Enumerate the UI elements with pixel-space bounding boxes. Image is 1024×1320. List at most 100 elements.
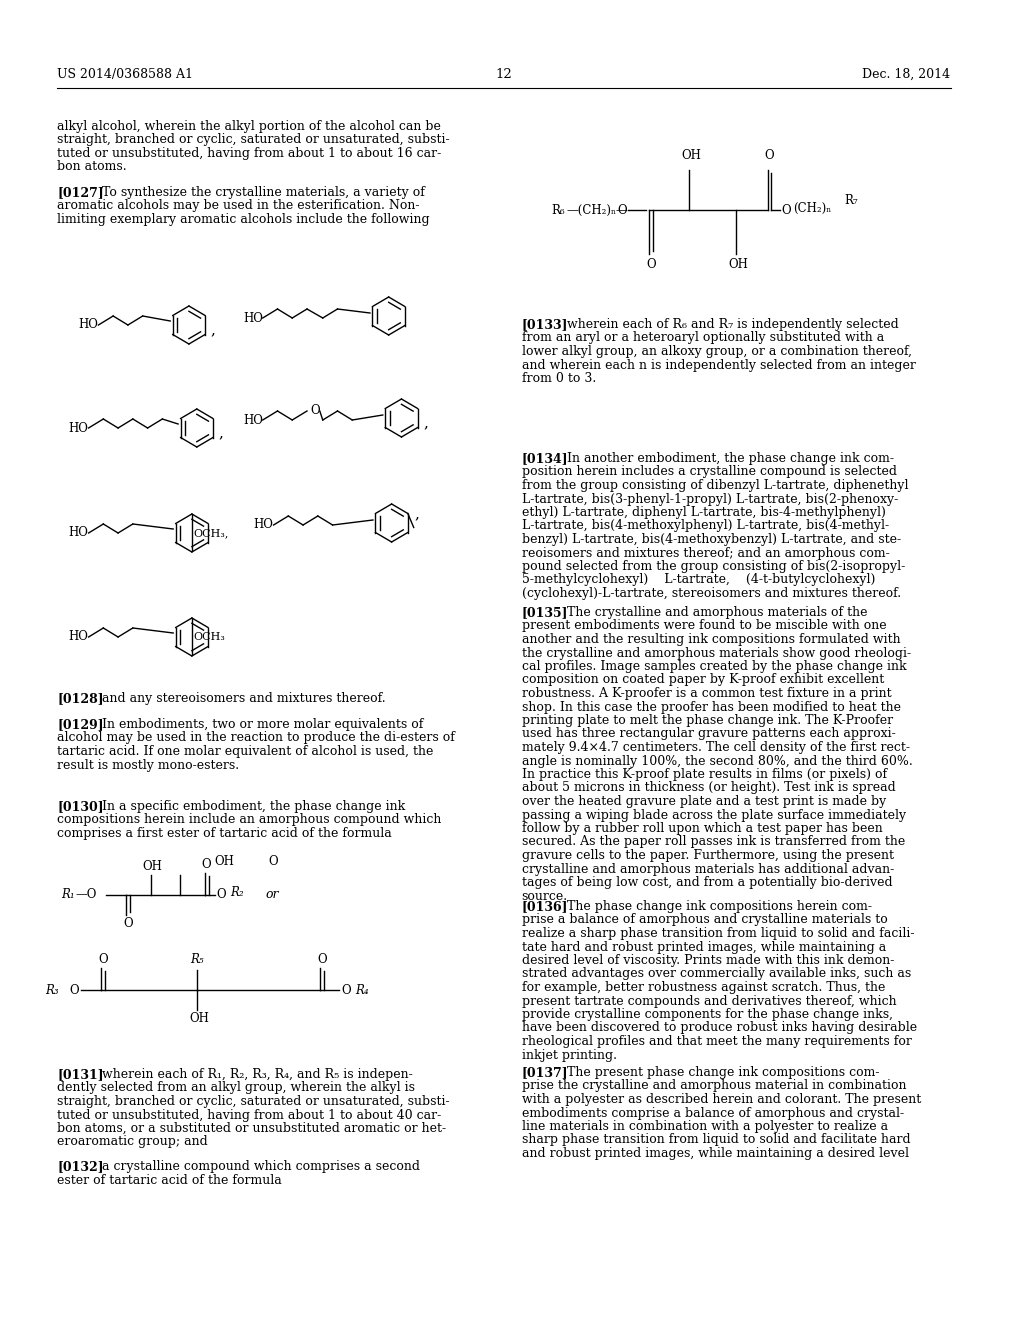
Text: In another embodiment, the phase change ink com-: In another embodiment, the phase change … xyxy=(566,451,894,465)
Text: or: or xyxy=(265,888,280,902)
Text: —(CH₂)ₙ—: —(CH₂)ₙ— xyxy=(566,203,629,216)
Text: tuted or unsubstituted, having from about 1 to about 40 car-: tuted or unsubstituted, having from abou… xyxy=(57,1109,441,1122)
Text: aromatic alcohols may be used in the esterification. Non-: aromatic alcohols may be used in the est… xyxy=(57,199,420,213)
Text: with a polyester as described herein and colorant. The present: with a polyester as described herein and… xyxy=(521,1093,921,1106)
Text: The phase change ink compositions herein com-: The phase change ink compositions herein… xyxy=(566,900,871,913)
Text: O: O xyxy=(317,953,327,966)
Text: US 2014/0368588 A1: US 2014/0368588 A1 xyxy=(57,69,194,81)
Text: line materials in combination with a polyester to realize a: line materials in combination with a pol… xyxy=(521,1119,888,1133)
Text: a crystalline compound which comprises a second: a crystalline compound which comprises a… xyxy=(102,1160,420,1173)
Text: from an aryl or a heteroaryl optionally substituted with a: from an aryl or a heteroaryl optionally … xyxy=(521,331,884,345)
Text: prise a balance of amorphous and crystalline materials to: prise a balance of amorphous and crystal… xyxy=(521,913,887,927)
Text: over the heated gravure plate and a test print is made by: over the heated gravure plate and a test… xyxy=(521,795,886,808)
Text: O: O xyxy=(123,917,133,931)
Text: HO: HO xyxy=(69,527,88,540)
Text: HO: HO xyxy=(69,631,88,644)
Text: printing plate to melt the phase change ink. The K-Proofer: printing plate to melt the phase change … xyxy=(521,714,893,727)
Text: inkjet printing.: inkjet printing. xyxy=(521,1048,616,1061)
Text: O: O xyxy=(617,203,627,216)
Text: passing a wiping blade across the plate surface immediately: passing a wiping blade across the plate … xyxy=(521,808,905,821)
Text: cal profiles. Image samples created by the phase change ink: cal profiles. Image samples created by t… xyxy=(521,660,906,673)
Text: [0132]: [0132] xyxy=(57,1160,103,1173)
Text: [0131]: [0131] xyxy=(57,1068,103,1081)
Text: [0127]: [0127] xyxy=(57,186,103,199)
Text: OCH₃: OCH₃ xyxy=(194,632,225,642)
Text: tartaric acid. If one molar equivalent of alcohol is used, the: tartaric acid. If one molar equivalent o… xyxy=(57,744,433,758)
Text: [0134]: [0134] xyxy=(521,451,568,465)
Text: alkyl alcohol, wherein the alkyl portion of the alcohol can be: alkyl alcohol, wherein the alkyl portion… xyxy=(57,120,441,133)
Text: about 5 microns in thickness (or height). Test ink is spread: about 5 microns in thickness (or height)… xyxy=(521,781,895,795)
Text: crystalline and amorphous materials has additional advan-: crystalline and amorphous materials has … xyxy=(521,862,894,875)
Text: position herein includes a crystalline compound is selected: position herein includes a crystalline c… xyxy=(521,466,896,479)
Text: O: O xyxy=(216,888,226,902)
Text: O: O xyxy=(202,858,211,871)
Text: OH: OH xyxy=(728,257,748,271)
Text: rheological profiles and that meet the many requirements for: rheological profiles and that meet the m… xyxy=(521,1035,911,1048)
Text: and wherein each n is independently selected from an integer: and wherein each n is independently sele… xyxy=(521,359,915,371)
Text: HO: HO xyxy=(254,519,273,532)
Text: In embodiments, two or more molar equivalents of: In embodiments, two or more molar equiva… xyxy=(102,718,424,731)
Text: OH: OH xyxy=(142,861,163,873)
Text: HO: HO xyxy=(69,421,88,434)
Text: ,: , xyxy=(218,426,223,440)
Text: prise the crystalline and amorphous material in combination: prise the crystalline and amorphous mate… xyxy=(521,1080,906,1093)
Text: ,: , xyxy=(423,416,428,430)
Text: tages of being low cost, and from a potentially bio-derived: tages of being low cost, and from a pote… xyxy=(521,876,892,888)
Text: limiting exemplary aromatic alcohols include the following: limiting exemplary aromatic alcohols inc… xyxy=(57,213,430,226)
Text: reoisomers and mixtures thereof; and an amorphous com-: reoisomers and mixtures thereof; and an … xyxy=(521,546,889,560)
Text: wherein each of R₆ and R₇ is independently selected: wherein each of R₆ and R₇ is independent… xyxy=(566,318,898,331)
Text: O: O xyxy=(69,983,79,997)
Text: R₂: R₂ xyxy=(230,887,244,899)
Text: HO: HO xyxy=(79,318,98,331)
Text: embodiments comprise a balance of amorphous and crystal-: embodiments comprise a balance of amorph… xyxy=(521,1106,903,1119)
Text: used has three rectangular gravure patterns each approxi-: used has three rectangular gravure patte… xyxy=(521,727,895,741)
Text: ester of tartaric acid of the formula: ester of tartaric acid of the formula xyxy=(57,1173,282,1187)
Text: shop. In this case the proofer has been modified to heat the: shop. In this case the proofer has been … xyxy=(521,701,900,714)
Text: [0137]: [0137] xyxy=(521,1067,568,1078)
Text: [0133]: [0133] xyxy=(521,318,568,331)
Text: L-tartrate, bis(4-methoxylphenyl) L-tartrate, bis(4-methyl-: L-tartrate, bis(4-methoxylphenyl) L-tart… xyxy=(521,520,889,532)
Text: OCH₃,: OCH₃, xyxy=(194,528,229,539)
Text: OH: OH xyxy=(188,1012,209,1026)
Text: L-tartrate, bis(3-phenyl-1-propyl) L-tartrate, bis(2-phenoxy-: L-tartrate, bis(3-phenyl-1-propyl) L-tar… xyxy=(521,492,898,506)
Text: O: O xyxy=(646,257,656,271)
Text: (CH₂)ₙ: (CH₂)ₙ xyxy=(794,202,831,214)
Text: angle is nominally 100%, the second 80%, and the third 60%.: angle is nominally 100%, the second 80%,… xyxy=(521,755,912,767)
Text: wherein each of R₁, R₂, R₃, R₄, and R₅ is indepen-: wherein each of R₁, R₂, R₃, R₄, and R₅ i… xyxy=(102,1068,413,1081)
Text: In a specific embodiment, the phase change ink: In a specific embodiment, the phase chan… xyxy=(102,800,406,813)
Text: another and the resulting ink compositions formulated with: another and the resulting ink compositio… xyxy=(521,634,900,645)
Text: (cyclohexyl)-L-tartrate, stereoisomers and mixtures thereof.: (cyclohexyl)-L-tartrate, stereoisomers a… xyxy=(521,587,901,601)
Text: straight, branched or cyclic, saturated or unsaturated, substi-: straight, branched or cyclic, saturated … xyxy=(57,133,450,147)
Text: secured. As the paper roll passes ink is transferred from the: secured. As the paper roll passes ink is… xyxy=(521,836,905,849)
Text: O: O xyxy=(765,149,774,162)
Text: result is mostly mono-esters.: result is mostly mono-esters. xyxy=(57,759,240,771)
Text: source.: source. xyxy=(521,890,567,903)
Text: mately 9.4×4.7 centimeters. The cell density of the first rect-: mately 9.4×4.7 centimeters. The cell den… xyxy=(521,741,909,754)
Text: pound selected from the group consisting of bis(2-isopropyl-: pound selected from the group consisting… xyxy=(521,560,905,573)
Text: R₃: R₃ xyxy=(45,983,59,997)
Text: present embodiments were found to be miscible with one: present embodiments were found to be mis… xyxy=(521,619,886,632)
Text: alcohol may be used in the reaction to produce the di-esters of: alcohol may be used in the reaction to p… xyxy=(57,731,455,744)
Text: from 0 to 3.: from 0 to 3. xyxy=(521,372,596,385)
Text: dently selected from an alkyl group, wherein the alkyl is: dently selected from an alkyl group, whe… xyxy=(57,1081,415,1094)
Text: have been discovered to produce robust inks having desirable: have been discovered to produce robust i… xyxy=(521,1022,916,1035)
Text: OH: OH xyxy=(681,149,700,162)
Text: The crystalline and amorphous materials of the: The crystalline and amorphous materials … xyxy=(566,606,867,619)
Text: [0129]: [0129] xyxy=(57,718,103,731)
Text: provide crystalline components for the phase change inks,: provide crystalline components for the p… xyxy=(521,1008,893,1020)
Text: In practice this K-proof plate results in films (or pixels) of: In practice this K-proof plate results i… xyxy=(521,768,887,781)
Text: R₆: R₆ xyxy=(551,203,564,216)
Text: The present phase change ink compositions com-: The present phase change ink composition… xyxy=(566,1067,880,1078)
Text: from the group consisting of dibenzyl L-tartrate, diphenethyl: from the group consisting of dibenzyl L-… xyxy=(521,479,908,492)
Text: O: O xyxy=(781,203,791,216)
Text: O: O xyxy=(310,404,319,417)
Text: ethyl) L-tartrate, diphenyl L-tartrate, bis-4-methylphenyl): ethyl) L-tartrate, diphenyl L-tartrate, … xyxy=(521,506,886,519)
Text: straight, branched or cyclic, saturated or unsaturated, substi-: straight, branched or cyclic, saturated … xyxy=(57,1096,450,1107)
Text: the crystalline and amorphous materials show good rheologi-: the crystalline and amorphous materials … xyxy=(521,647,910,660)
Text: for example, better robustness against scratch. Thus, the: for example, better robustness against s… xyxy=(521,981,885,994)
Text: composition on coated paper by K-proof exhibit excellent: composition on coated paper by K-proof e… xyxy=(521,673,884,686)
Text: R₅: R₅ xyxy=(190,953,204,966)
Text: comprises a first ester of tartaric acid of the formula: comprises a first ester of tartaric acid… xyxy=(57,828,392,840)
Text: compositions herein include an amorphous compound which: compositions herein include an amorphous… xyxy=(57,813,441,826)
Text: 12: 12 xyxy=(496,69,512,81)
